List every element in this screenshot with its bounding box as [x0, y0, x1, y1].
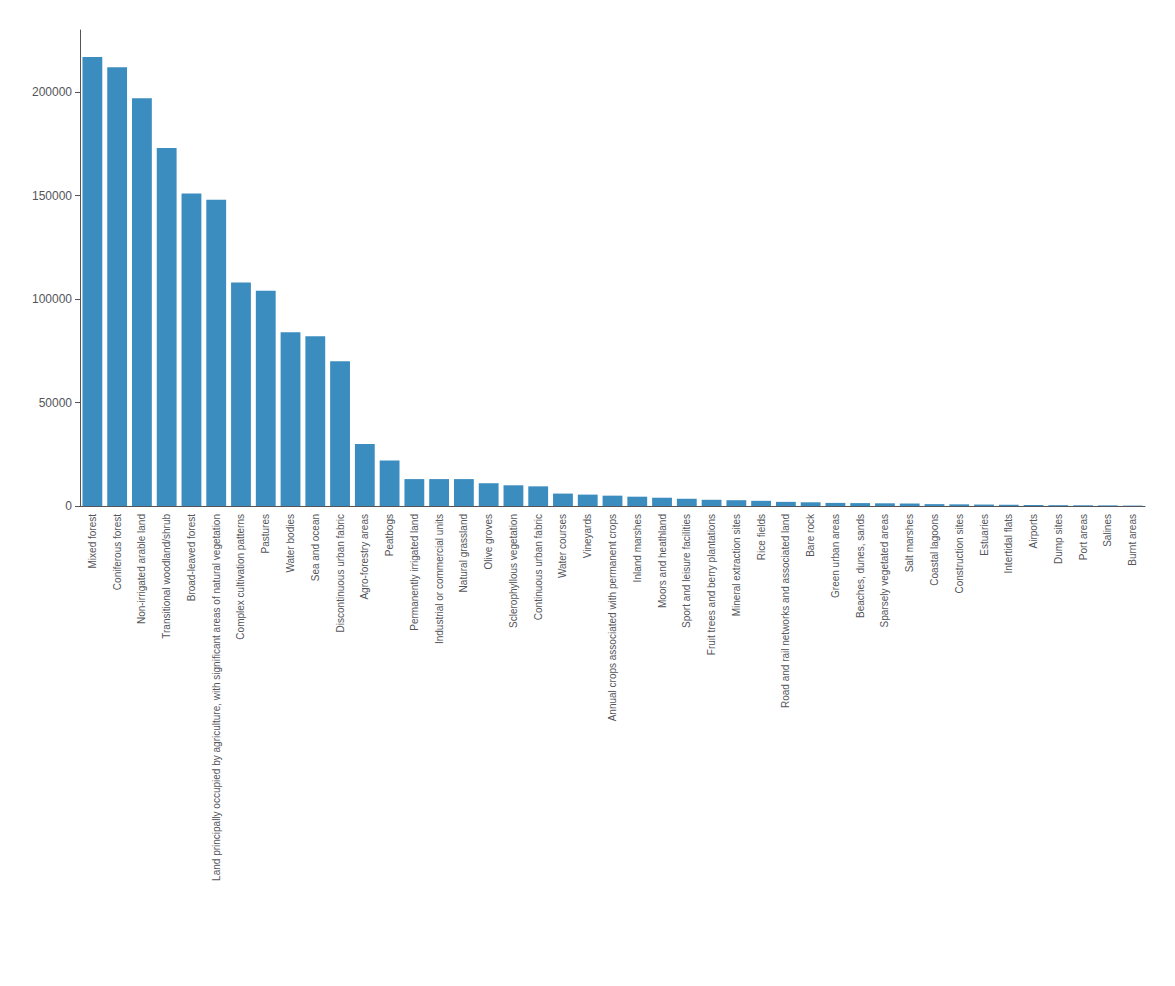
svg-text:Mixed forest: Mixed forest: [87, 514, 98, 569]
svg-text:Mineral extraction sites: Mineral extraction sites: [731, 514, 742, 616]
svg-text:Continuous urban fabric: Continuous urban fabric: [533, 514, 544, 620]
svg-text:Water courses: Water courses: [557, 514, 568, 578]
svg-text:200000: 200000: [32, 85, 72, 99]
svg-text:Salt marshes: Salt marshes: [904, 514, 915, 572]
svg-text:Industrial or commercial units: Industrial or commercial units: [434, 514, 445, 644]
svg-text:Sport and leisure facilities: Sport and leisure facilities: [681, 514, 692, 628]
svg-text:Permanently irrigated land: Permanently irrigated land: [409, 514, 420, 631]
svg-text:Moors and heathland: Moors and heathland: [657, 514, 668, 608]
svg-text:Complex cultivation patterns: Complex cultivation patterns: [235, 514, 246, 640]
svg-text:Bare rock: Bare rock: [805, 513, 816, 557]
svg-text:100000: 100000: [32, 292, 72, 306]
svg-text:Green urban areas: Green urban areas: [830, 514, 841, 598]
svg-text:Sparsely vegetated areas: Sparsely vegetated areas: [879, 514, 890, 627]
svg-text:Annual crops associated with p: Annual crops associated with permanent c…: [607, 514, 618, 721]
svg-text:Land principally occupied by a: Land principally occupied by agriculture…: [211, 514, 222, 881]
svg-text:150000: 150000: [32, 189, 72, 203]
svg-text:Salines: Salines: [1102, 514, 1113, 547]
svg-text:Estuaries: Estuaries: [979, 514, 990, 556]
svg-text:Intertidal flats: Intertidal flats: [1003, 514, 1014, 573]
svg-text:Sea and ocean: Sea and ocean: [310, 514, 321, 581]
svg-text:Transitional woodland/shrub: Transitional woodland/shrub: [161, 514, 172, 639]
svg-text:Vineyards: Vineyards: [582, 514, 593, 558]
svg-text:Dump sites: Dump sites: [1053, 514, 1064, 564]
svg-text:Natural grassland: Natural grassland: [458, 514, 469, 592]
svg-text:Coastal lagoons: Coastal lagoons: [929, 514, 940, 586]
svg-text:50000: 50000: [39, 396, 73, 410]
svg-text:Port areas: Port areas: [1078, 514, 1089, 560]
svg-text:Beaches, dunes, sands: Beaches, dunes, sands: [855, 514, 866, 618]
svg-text:Road and rail networks and ass: Road and rail networks and associated la…: [780, 514, 791, 708]
svg-text:Discontinuous urban fabric: Discontinuous urban fabric: [335, 514, 346, 632]
svg-text:Olive groves: Olive groves: [483, 514, 494, 570]
svg-text:Fruit trees and berry plantati: Fruit trees and berry plantations: [706, 514, 717, 655]
svg-text:Pastures: Pastures: [260, 514, 271, 553]
svg-text:Sclerophyllous vegetation: Sclerophyllous vegetation: [508, 514, 519, 628]
svg-text:Burnt areas: Burnt areas: [1127, 514, 1138, 566]
svg-text:Non-irrigated arable land: Non-irrigated arable land: [136, 514, 147, 624]
svg-text:Water bodies: Water bodies: [285, 514, 296, 573]
svg-text:Airports: Airports: [1028, 514, 1039, 548]
svg-text:0: 0: [65, 499, 72, 513]
svg-text:Coniferous forest: Coniferous forest: [112, 514, 123, 590]
svg-text:Broad-leaved forest: Broad-leaved forest: [186, 514, 197, 601]
svg-text:Agro-forestry areas: Agro-forestry areas: [359, 514, 370, 600]
svg-text:Rice fields: Rice fields: [756, 514, 767, 560]
svg-text:Peatbogs: Peatbogs: [384, 514, 395, 556]
svg-text:Inland marshes: Inland marshes: [632, 514, 643, 582]
svg-text:Construction sites: Construction sites: [954, 514, 965, 593]
